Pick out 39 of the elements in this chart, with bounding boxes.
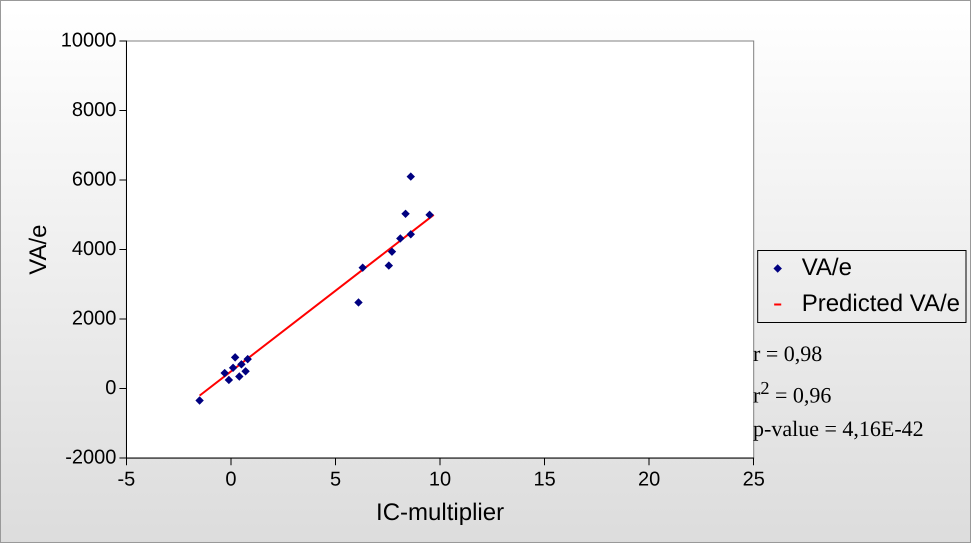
point <box>231 353 240 362</box>
x-axis-title: IC-multiplier <box>376 499 504 526</box>
point <box>229 364 238 372</box>
point <box>220 369 229 378</box>
y-tick-label: 10000 <box>60 30 116 52</box>
y-tick-label: 0 <box>105 377 116 400</box>
x-tick-label: 10 <box>428 468 452 491</box>
point <box>235 372 244 380</box>
x-tick-label: 5 <box>330 468 342 491</box>
point <box>224 376 233 384</box>
y-tick-label: 2000 <box>72 308 116 330</box>
y-tick-label: 8000 <box>72 99 116 122</box>
point <box>196 396 204 404</box>
x-tick-label: -5 <box>118 468 136 491</box>
point <box>244 355 252 364</box>
point <box>242 367 250 376</box>
x-tick-label: 15 <box>533 468 556 491</box>
point <box>406 230 415 238</box>
legend-label: VA/e <box>802 254 852 282</box>
annotation: r$^{2}$ = 0,96 <box>753 377 832 410</box>
annotation: r = 0,98 <box>753 340 824 368</box>
y-tick-label: -2000 <box>65 446 116 469</box>
point <box>237 360 246 368</box>
x-tick-label: 25 <box>742 468 765 491</box>
point <box>406 172 415 181</box>
y-tick-label: 4000 <box>72 238 116 260</box>
x-tick-label: 20 <box>638 468 660 491</box>
y-tick-label: 6000 <box>72 168 116 191</box>
annotation: p-value = 4,16E-42 <box>753 415 924 444</box>
point <box>358 264 367 272</box>
point <box>426 210 434 219</box>
y-axis-title: VA/e <box>25 224 52 275</box>
legend-label: Predicted VA/e <box>802 290 960 318</box>
point <box>396 234 404 242</box>
x-tick-label: 0 <box>225 468 237 491</box>
point <box>384 262 393 270</box>
point <box>354 298 363 306</box>
point <box>388 248 396 256</box>
point <box>402 210 410 218</box>
